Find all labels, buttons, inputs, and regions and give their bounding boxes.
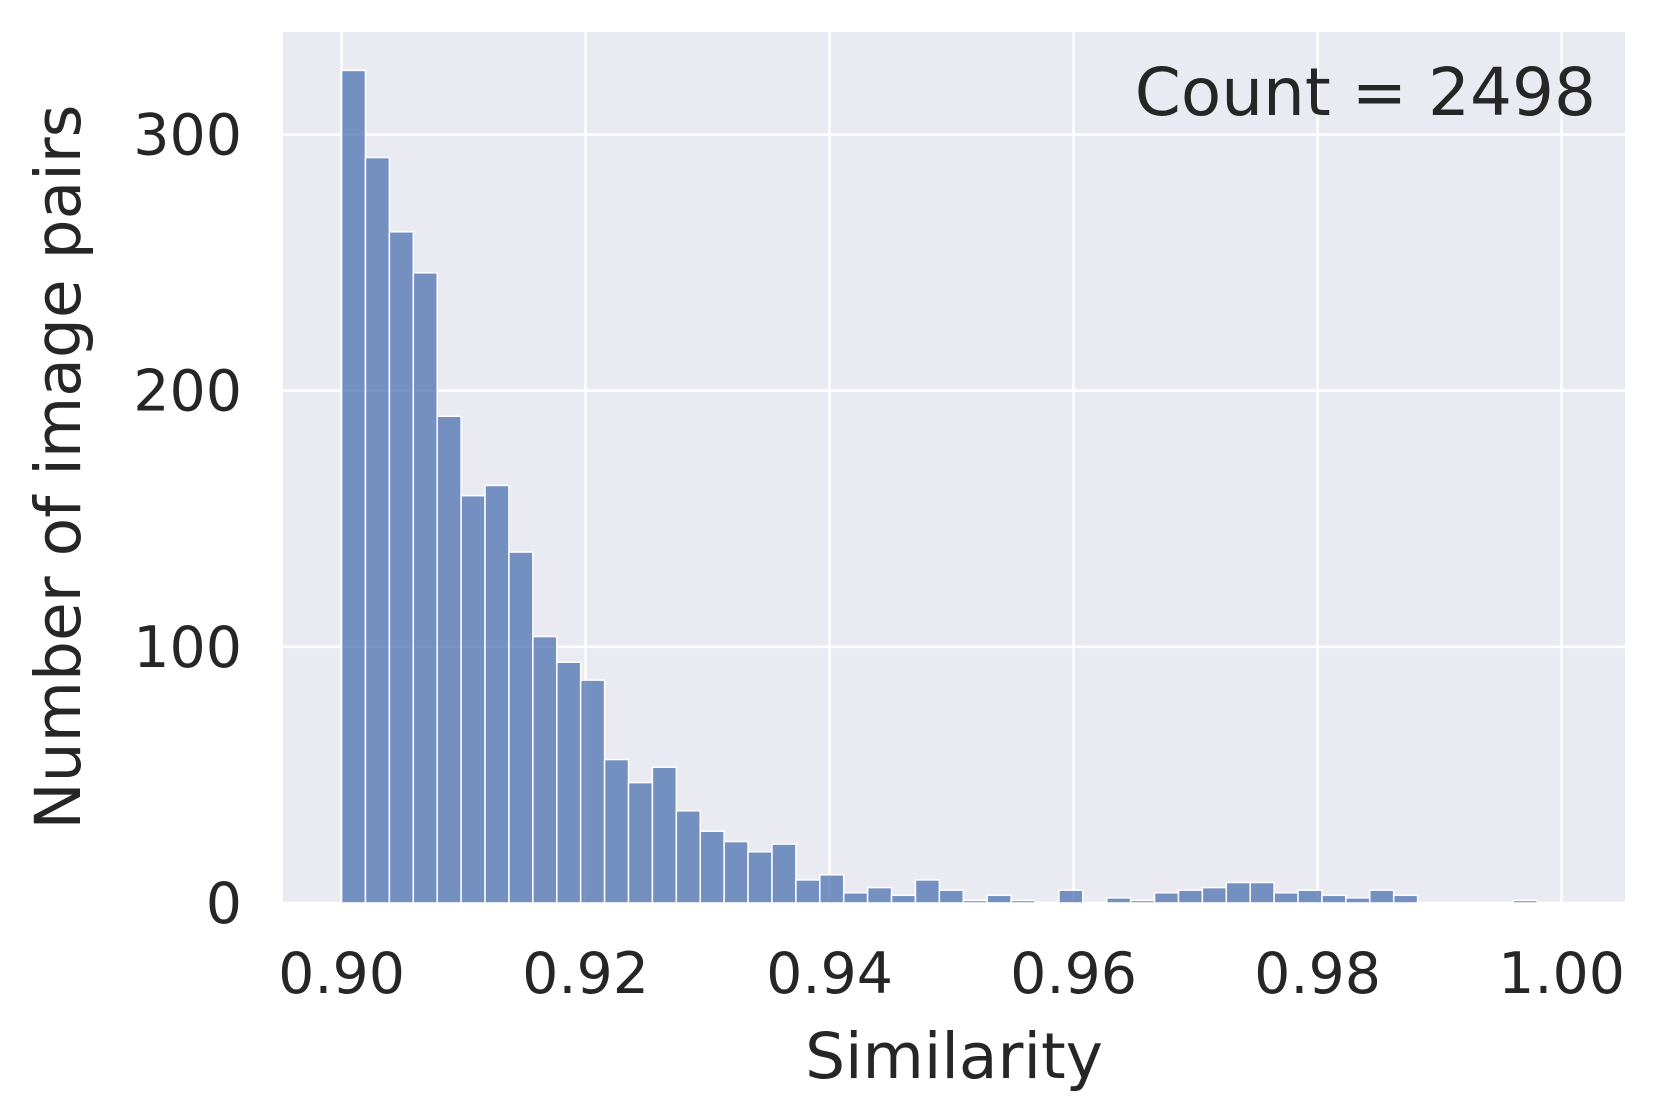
histogram-bar <box>1512 899 1538 904</box>
y-tick-label: 0 <box>206 871 242 937</box>
x-axis-label: Similarity <box>805 1020 1103 1093</box>
histogram-bar <box>484 484 510 904</box>
histogram-bar <box>1273 892 1299 904</box>
histogram-bar <box>388 231 415 904</box>
x-tick-labels: 0.90 0.92 0.94 0.96 0.98 1.00 <box>278 941 1625 1007</box>
histogram-bar <box>723 840 749 904</box>
histogram-bar <box>364 156 391 904</box>
histogram-bar <box>1249 881 1275 904</box>
histogram-bar <box>340 69 367 904</box>
histogram-bar <box>508 551 534 904</box>
histogram-bar <box>938 889 965 904</box>
histogram-bar <box>1129 899 1156 904</box>
histogram-bar <box>1297 889 1323 904</box>
histogram-bar <box>675 810 701 904</box>
histogram-bar <box>1177 889 1204 904</box>
histogram-bar <box>1321 894 1347 904</box>
y-tick-label: 200 <box>133 359 242 425</box>
x-tick-label: 0.94 <box>766 941 893 1007</box>
histogram-bar <box>603 758 630 904</box>
y-tick-labels: 0 100 200 300 <box>133 102 242 937</box>
histogram-bar <box>1225 881 1251 904</box>
histogram-bar <box>914 879 941 904</box>
histogram-bar <box>579 679 606 904</box>
histogram-bar <box>1345 897 1371 904</box>
histogram-bar <box>819 874 845 904</box>
histogram-bar <box>1105 897 1132 904</box>
histogram-bar <box>556 661 582 904</box>
histogram-bars <box>340 69 1538 904</box>
histogram-bar <box>866 886 893 904</box>
histogram-bar <box>436 415 462 904</box>
histogram-bar <box>651 766 678 904</box>
histogram-bar <box>1201 886 1228 904</box>
histogram-bar <box>747 851 773 904</box>
x-tick-label: 1.00 <box>1498 941 1625 1007</box>
histogram-bar <box>986 894 1012 904</box>
histogram-bar <box>699 830 725 904</box>
histogram-bar <box>627 781 654 904</box>
histogram-bar <box>1392 894 1419 904</box>
histogram-bar <box>842 892 869 904</box>
x-tick-label: 0.98 <box>1254 941 1381 1007</box>
histogram-bar <box>1153 892 1180 904</box>
x-tick-label: 0.90 <box>278 941 405 1007</box>
histogram-bar <box>795 879 821 904</box>
histogram-bar <box>1058 889 1084 904</box>
histogram-bar <box>1369 889 1395 904</box>
x-tick-label: 0.92 <box>522 941 649 1007</box>
x-tick-label: 0.96 <box>1010 941 1137 1007</box>
y-axis-label: Number of image pairs <box>22 105 95 830</box>
histogram-bar <box>962 899 988 904</box>
histogram-bar <box>771 843 797 904</box>
y-tick-label: 300 <box>133 102 242 168</box>
histogram-bar <box>890 894 917 904</box>
histogram-bar <box>532 635 558 904</box>
y-tick-label: 100 <box>133 615 242 681</box>
histogram-bar <box>1010 899 1036 904</box>
histogram-bar <box>412 272 438 904</box>
histogram-bar <box>460 494 486 904</box>
count-annotation: Count = 2498 <box>1135 54 1596 131</box>
